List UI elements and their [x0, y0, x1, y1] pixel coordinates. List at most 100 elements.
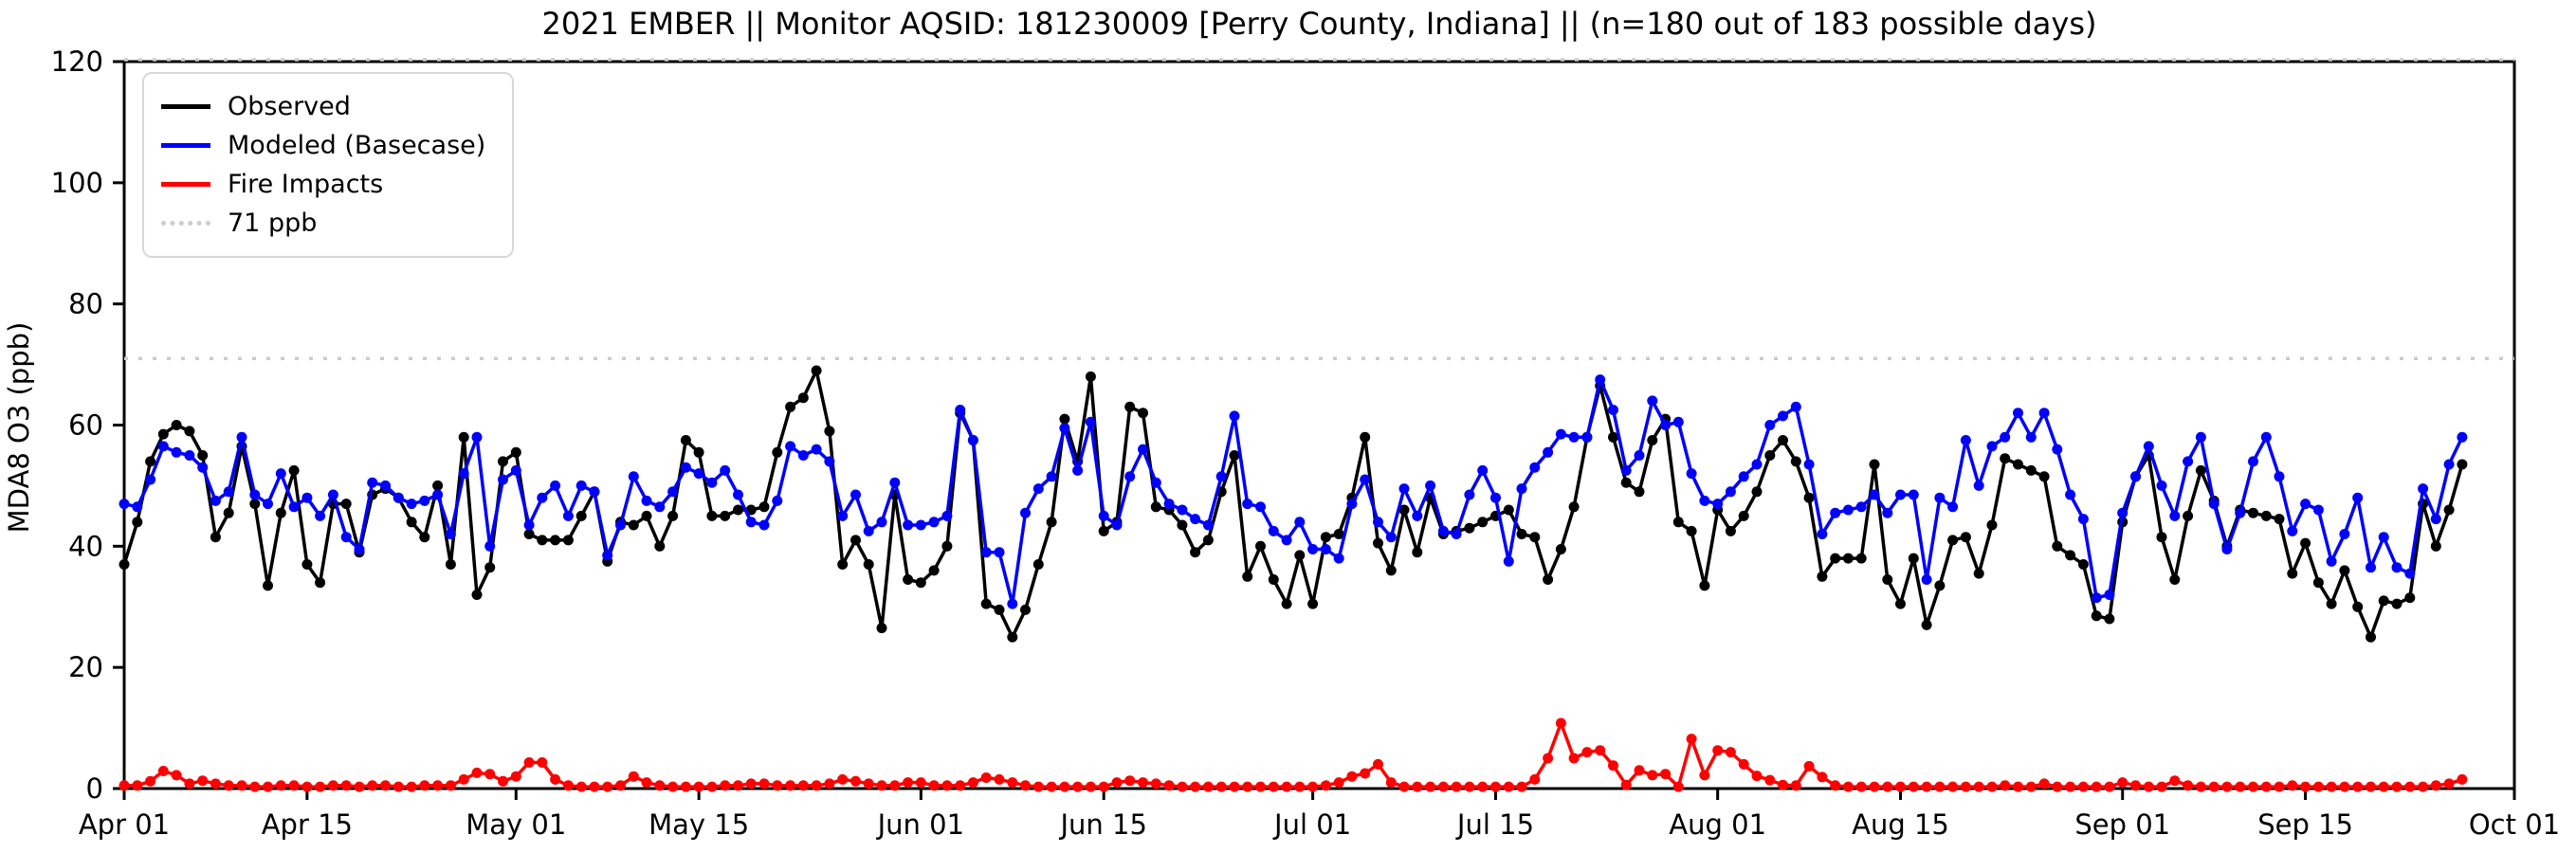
- series-marker: [1908, 489, 1919, 500]
- series-marker: [1947, 781, 1959, 792]
- series-marker: [824, 426, 835, 437]
- x-tick-label: Jun 15: [1058, 808, 1146, 841]
- series-marker: [850, 489, 861, 500]
- series-marker: [550, 773, 561, 785]
- series-marker: [2457, 459, 2468, 470]
- series-marker: [119, 559, 130, 570]
- series-marker: [236, 780, 247, 791]
- series-marker: [928, 565, 940, 576]
- series-marker: [2287, 780, 2298, 791]
- series-marker: [1543, 574, 1554, 585]
- series-marker: [2052, 781, 2063, 792]
- series-marker: [745, 517, 757, 528]
- series-marker: [2443, 778, 2455, 789]
- series-marker: [2260, 510, 2272, 521]
- series-marker: [484, 540, 496, 552]
- series-marker: [2169, 775, 2181, 787]
- series-marker: [1764, 450, 1776, 461]
- series-marker: [1229, 410, 1240, 422]
- series-marker: [1803, 459, 1815, 470]
- series-marker: [2091, 781, 2102, 792]
- series-marker: [745, 778, 757, 789]
- series-marker: [1111, 777, 1123, 789]
- series-marker: [1477, 517, 1489, 528]
- series-marker: [288, 464, 300, 476]
- series-marker: [2339, 781, 2350, 792]
- series-marker: [706, 510, 718, 521]
- series-marker: [1307, 598, 1319, 609]
- series-marker: [510, 446, 521, 458]
- series-marker: [2065, 781, 2076, 792]
- series-marker: [1960, 532, 1971, 543]
- series-marker: [1751, 486, 1763, 498]
- series-marker: [1960, 435, 1971, 445]
- series-marker: [1855, 553, 1867, 564]
- series-marker: [1647, 770, 1658, 781]
- series-marker: [1973, 480, 1984, 491]
- series-marker: [2013, 408, 2023, 419]
- series-marker: [2235, 507, 2246, 518]
- series-marker: [498, 474, 508, 485]
- series-marker: [367, 780, 378, 791]
- series-marker: [706, 477, 718, 488]
- series-marker: [523, 757, 535, 768]
- series-marker: [2248, 507, 2258, 518]
- series-marker: [602, 550, 613, 561]
- series-marker: [1242, 571, 1253, 582]
- series-marker: [863, 559, 874, 570]
- series-marker: [654, 501, 666, 513]
- series-marker: [1255, 501, 1266, 513]
- series-marker: [941, 510, 953, 521]
- series-marker: [275, 780, 286, 791]
- series-marker: [2130, 471, 2141, 482]
- series-marker: [184, 426, 195, 437]
- series-marker: [1686, 468, 1697, 480]
- series-marker: [903, 777, 914, 789]
- series-marker: [2378, 532, 2389, 543]
- series-marker: [1921, 619, 1932, 630]
- series-marker: [171, 420, 182, 430]
- series-marker: [1672, 517, 1684, 528]
- series-marker: [1464, 522, 1475, 534]
- series-marker: [1778, 410, 1788, 422]
- series-marker: [889, 780, 901, 791]
- series-marker: [2339, 565, 2350, 576]
- series-marker: [1229, 781, 1240, 792]
- series-marker: [288, 780, 300, 791]
- series-marker: [1764, 774, 1776, 786]
- series-marker: [197, 775, 209, 787]
- series-marker: [628, 471, 639, 482]
- series-marker: [1778, 435, 1788, 445]
- chart-title: 2021 EMBER || Monitor AQSID: 181230009 […: [541, 6, 2097, 42]
- series-marker: [1830, 780, 1841, 791]
- series-marker: [1124, 775, 1136, 787]
- x-tick-label: May 15: [649, 808, 749, 841]
- legend-item-modeled: Modeled (Basecase): [161, 126, 485, 165]
- series-marker: [1320, 544, 1331, 554]
- series-marker: [498, 775, 508, 787]
- series-marker: [2117, 507, 2128, 518]
- series-marker: [1672, 781, 1684, 792]
- series-marker: [876, 517, 887, 528]
- series-marker: [1973, 781, 1984, 792]
- series-marker: [2443, 504, 2455, 516]
- series-marker: [2117, 777, 2128, 789]
- y-tick-label: 60: [68, 409, 103, 442]
- series-marker: [2221, 544, 2233, 554]
- series-marker: [811, 780, 822, 791]
- series-marker: [471, 431, 483, 443]
- series-marker: [706, 781, 718, 792]
- series-marker: [1555, 717, 1566, 729]
- series-marker: [2183, 780, 2194, 791]
- series-marker: [1830, 553, 1841, 564]
- series-marker: [1764, 420, 1776, 430]
- y-tick-label: 120: [51, 45, 103, 78]
- series-marker: [2287, 525, 2298, 536]
- series-marker: [1202, 781, 1214, 792]
- series-marker: [367, 477, 378, 488]
- series-marker: [980, 772, 992, 783]
- series-marker: [537, 535, 548, 546]
- series-marker: [1020, 780, 1031, 791]
- series-marker: [184, 778, 195, 789]
- series-marker: [2391, 781, 2402, 792]
